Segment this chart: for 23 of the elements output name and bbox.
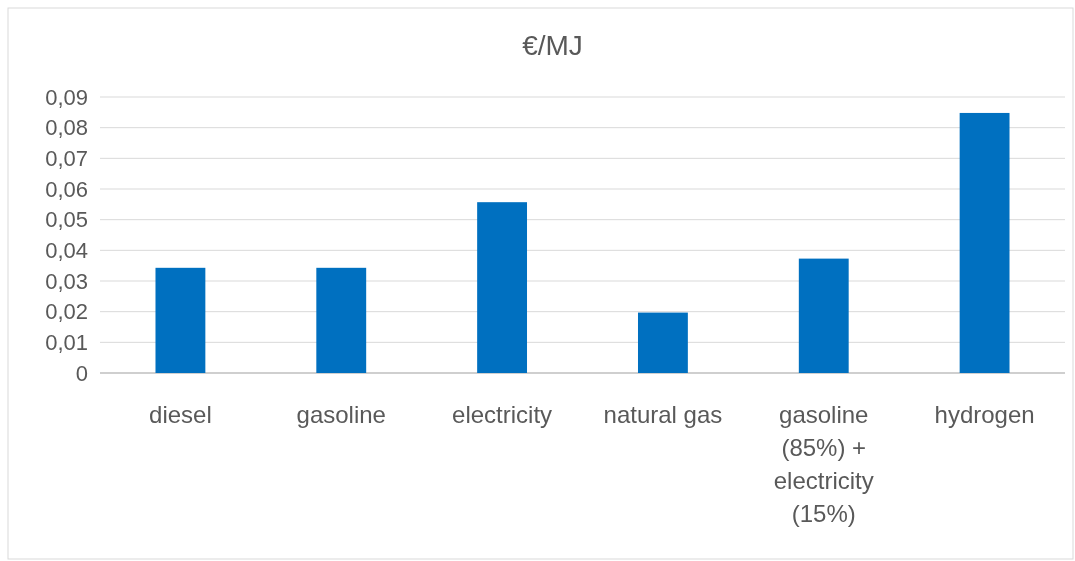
x-tick-label: diesel <box>149 401 212 428</box>
y-tick-label: 0,06 <box>45 176 88 202</box>
bar <box>798 258 849 373</box>
bar <box>959 112 1010 373</box>
x-tick-label: natural gas <box>603 401 723 428</box>
x-tick-label: gasoline (85%) + electricity (15%) <box>773 401 874 527</box>
x-tick-label: gasoline <box>296 401 386 428</box>
y-tick-label: 0,03 <box>45 268 88 294</box>
y-tick-label: 0,08 <box>45 115 88 141</box>
y-tick-label: 0,05 <box>45 207 88 233</box>
bar <box>316 267 367 373</box>
x-tick-label: electricity <box>452 401 553 428</box>
y-tick-label: 0,07 <box>45 146 88 172</box>
y-tick-label: 0 <box>75 360 88 386</box>
y-tick-label: 0,02 <box>45 299 88 325</box>
bar <box>155 267 206 373</box>
y-tick-label: 0,04 <box>45 238 88 264</box>
bar <box>637 312 688 373</box>
y-tick-label: 0,01 <box>45 330 88 356</box>
y-tick-label: 0,09 <box>45 84 88 110</box>
x-tick-label: hydrogen <box>934 401 1035 428</box>
chart-title: €/MJ <box>522 30 583 61</box>
bar <box>477 202 528 373</box>
